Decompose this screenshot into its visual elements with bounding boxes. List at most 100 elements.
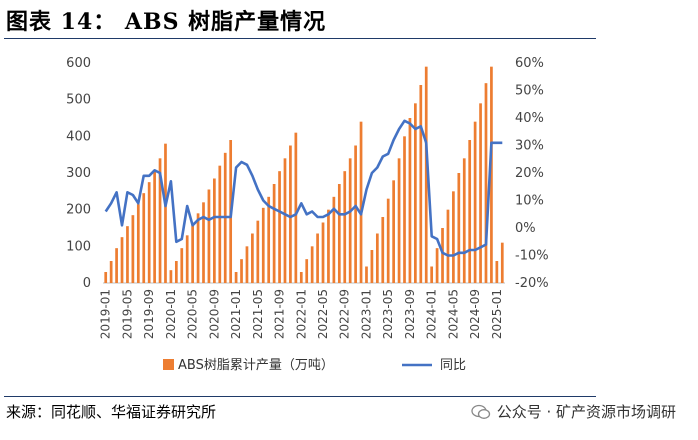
chart-title: 图表 14： ABS 树脂产量情况	[6, 9, 327, 35]
watermark: 公众号 · 矿产资源市场调研	[471, 401, 676, 422]
bar-2025-01	[495, 261, 499, 283]
x-tick: 2020-09	[207, 289, 221, 339]
bar-2024-12	[490, 66, 493, 284]
x-tick: 2025-01	[490, 289, 504, 339]
bar-2021-06	[261, 207, 265, 283]
bar-2023-12	[424, 66, 428, 284]
x-tick: 2024-05	[446, 289, 460, 339]
x-tick: 2023-01	[359, 289, 373, 339]
bar-2023-09	[408, 118, 412, 283]
y-right-tick: 0%	[515, 221, 536, 236]
y-left-tick: 600	[66, 56, 91, 71]
bar-2020-06	[196, 213, 200, 283]
bar-2019-10	[153, 171, 156, 283]
bar-2020-03	[180, 248, 184, 283]
bar-2025-02	[500, 242, 504, 283]
bar-2024-10	[479, 103, 482, 283]
x-tick: 2019-01	[99, 289, 113, 339]
bar-2019-12	[164, 143, 167, 283]
legend-bar-label: ABS树脂累计产量（万吨）	[178, 358, 334, 373]
source-rule	[4, 396, 596, 397]
bar-2020-08	[207, 189, 211, 283]
bar-2023-01	[365, 266, 368, 283]
bar-2024-06	[457, 173, 461, 283]
y-left-tick: 200	[66, 203, 91, 218]
legend: ABS树脂累计产量（万吨） 同比	[163, 358, 466, 373]
bar-2019-03	[115, 248, 118, 283]
bar-2022-09	[343, 171, 347, 283]
bar-2023-10	[414, 103, 417, 283]
y-right-tick: -10%	[515, 249, 549, 264]
bar-2020-04	[185, 235, 189, 283]
bar-2021-02	[240, 259, 243, 283]
bar-2021-08	[272, 184, 276, 283]
y-right-tick: 10%	[515, 194, 544, 209]
bar-2020-02	[174, 261, 178, 283]
x-tick: 2021-01	[229, 289, 243, 339]
bar-2020-05	[191, 224, 194, 283]
x-tick: 2021-05	[251, 289, 265, 339]
wechat-icon	[471, 404, 490, 419]
legend-line-label: 同比	[440, 358, 466, 373]
y-right-tick: 50%	[515, 84, 544, 99]
bar-2022-02	[305, 259, 309, 283]
bar-2024-11	[484, 83, 488, 284]
bar-2024-09	[473, 121, 477, 284]
bar-2019-05	[126, 226, 129, 283]
bar-2024-03	[441, 228, 444, 283]
y-right-tick: 20%	[515, 166, 544, 181]
y-left-tick: 0	[83, 276, 91, 291]
bar-2024-05	[452, 191, 455, 283]
bar-2024-01	[430, 266, 434, 283]
bar-2021-11	[289, 145, 292, 283]
bar-2021-12	[294, 132, 298, 283]
bar-2024-08	[468, 140, 472, 283]
y-right-tick: 30%	[515, 139, 544, 154]
bar-2020-09	[213, 178, 216, 283]
bar-2023-11	[419, 85, 423, 283]
bar-2019-11	[158, 158, 162, 283]
x-tick: 2023-09	[403, 289, 417, 339]
bar-2020-07	[202, 202, 205, 283]
bar-2023-05	[386, 198, 390, 283]
bar-2023-02	[370, 250, 374, 283]
bar-2024-07	[462, 158, 466, 283]
x-tick: 2020-05	[186, 289, 200, 339]
bar-2022-10	[348, 158, 352, 283]
bar-2020-01	[169, 270, 173, 283]
title-rule	[4, 38, 596, 39]
bar-2021-05	[256, 220, 260, 283]
y-left-tick: 300	[66, 166, 91, 181]
x-tick: 2021-09	[273, 289, 287, 339]
x-tick: 2022-09	[338, 289, 352, 339]
x-tick: 2019-05	[120, 289, 134, 339]
bar-2019-02	[109, 261, 113, 283]
y-left-tick: 100	[66, 239, 91, 254]
yoy-line	[104, 119, 503, 257]
bar-2022-01	[299, 272, 303, 283]
bar-2022-05	[321, 222, 325, 283]
x-tick: 2022-05	[316, 289, 330, 339]
bar-2020-10	[218, 165, 222, 283]
tick-labels: 0 100 200 300 400 500 600 -20% -10% 0% 10% 20% 30% 40…	[66, 56, 548, 339]
bar-2023-03	[375, 233, 379, 283]
source-note: 来源：同花顺、华福证券研究所	[6, 403, 217, 421]
bar-2021-10	[283, 158, 287, 283]
bar-2022-07	[332, 196, 336, 283]
bar-2023-08	[403, 136, 406, 283]
bar-2023-04	[381, 217, 385, 283]
bar-2022-06	[327, 209, 330, 283]
x-tick: 2023-05	[381, 289, 395, 339]
x-tick: 2024-09	[468, 289, 482, 339]
bar-2024-02	[435, 248, 439, 283]
y-left-tick: 400	[66, 129, 91, 144]
bar-2019-06	[131, 215, 135, 283]
line-series	[104, 119, 503, 257]
bar-2021-01	[234, 272, 238, 283]
chart: 0 100 200 300 400 500 600 -20% -10% 0% 10% 20% 30% 40…	[66, 56, 548, 373]
bar-2021-07	[267, 196, 271, 283]
x-tick: 2024-01	[425, 289, 439, 339]
bar-2022-11	[354, 145, 357, 283]
legend-bar-swatch	[163, 359, 174, 370]
x-tick: 2022-01	[294, 289, 308, 339]
